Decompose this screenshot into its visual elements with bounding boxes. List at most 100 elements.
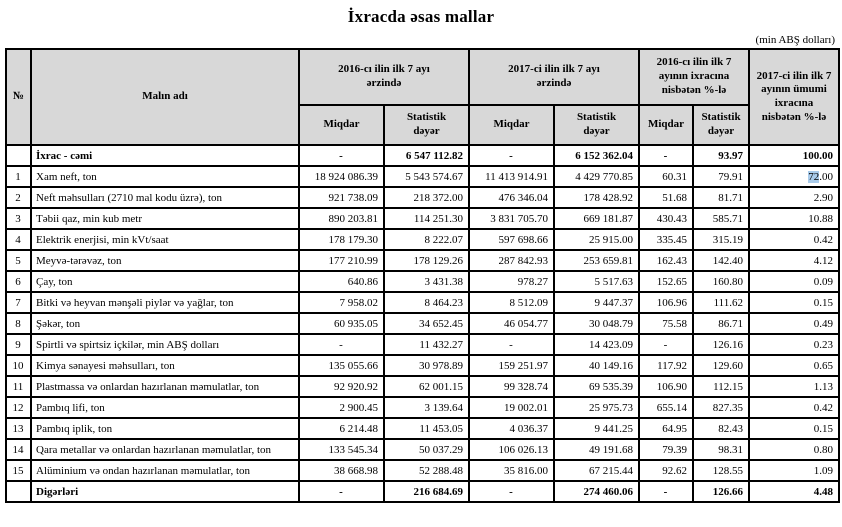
- cell-miqdar-2016: -: [298, 480, 385, 503]
- cell-statistik-ratio: 142.40: [692, 249, 750, 272]
- cell-goods-name: Pambıq lifi, ton: [30, 396, 300, 419]
- cell-miqdar-ratio: 655.14: [638, 396, 694, 419]
- cell-goods-name: Xam neft, ton: [30, 165, 300, 188]
- table-row: 10 Kimya sənayesi məhsulları, ton 135 055.…: [5, 354, 840, 377]
- cell-miqdar-2016: 92 920.92: [298, 375, 385, 398]
- cell-share-2017: 0.15: [748, 291, 840, 314]
- table-row: 7 Bitki və heyvan mənşəli piylər və yağla…: [5, 291, 840, 314]
- cell-statistik-ratio: 128.55: [692, 459, 750, 482]
- table-row: 6 Çay, ton 640.86 3 431.38 978.27 5 517.63 152…: [5, 270, 840, 293]
- cell-miqdar-2017: -: [468, 480, 555, 503]
- table-row: Digərləri -216 684.69-274 460.06-126.66 4.…: [5, 480, 840, 503]
- cell-row-number: 5: [5, 249, 32, 272]
- header-group-2016: 2016-cı ilin ilk 7 ayı ərzində: [298, 48, 470, 106]
- cell-statistik-ratio: 126.66: [692, 480, 750, 503]
- cell-miqdar-ratio: 117.92: [638, 354, 694, 377]
- cell-statistik-ratio: 93.97: [692, 144, 750, 167]
- cell-miqdar-2017: -: [468, 333, 555, 356]
- cell-miqdar-ratio: 92.62: [638, 459, 694, 482]
- cell-miqdar-2016: 640.86: [298, 270, 385, 293]
- cell-miqdar-ratio: 152.65: [638, 270, 694, 293]
- cell-statistik-ratio: 86.71: [692, 312, 750, 335]
- cell-miqdar-2016: 133 545.34: [298, 438, 385, 461]
- cell-statistik-2016: 216 684.69: [383, 480, 470, 503]
- cell-statistik-ratio: 81.71: [692, 186, 750, 209]
- table-row: 11 Plastmassa və onlardan hazırlanan məmu…: [5, 375, 840, 398]
- cell-goods-name: İxrac - cəmi: [30, 144, 300, 167]
- cell-statistik-ratio: 98.31: [692, 438, 750, 461]
- cell-share-2017: 0.42: [748, 228, 840, 251]
- cell-miqdar-ratio: 106.90: [638, 375, 694, 398]
- cell-miqdar-ratio: 106.96: [638, 291, 694, 314]
- cell-goods-name: Çay, ton: [30, 270, 300, 293]
- cell-row-number: 13: [5, 417, 32, 440]
- page-title: İxracda əsas mallar: [347, 7, 495, 26]
- table-row: 14 Qara metallar və onlardan hazırlanan m…: [5, 438, 840, 461]
- cell-statistik-2017: 178 428.92: [553, 186, 640, 209]
- cell-statistik-ratio: 79.91: [692, 165, 750, 188]
- cell-row-number: 4: [5, 228, 32, 251]
- cell-miqdar-ratio: 335.45: [638, 228, 694, 251]
- header-miqdar-ratio: Miqdar: [638, 104, 694, 146]
- cell-share-2017: 0.49: [748, 312, 840, 335]
- cell-goods-name: Kimya sənayesi məhsulları, ton: [30, 354, 300, 377]
- cell-statistik-2016: 62 001.15: [383, 375, 470, 398]
- cell-statistik-ratio: 129.60: [692, 354, 750, 377]
- cell-row-number: 2: [5, 186, 32, 209]
- cell-share-2017: 1.13: [748, 375, 840, 398]
- table-body: İxrac - cəmi -6 547 112.82-6 152 362.04-9…: [5, 144, 840, 503]
- cell-share-2017: 0.42: [748, 396, 840, 419]
- cell-miqdar-2017: 46 054.77: [468, 312, 555, 335]
- cell-miqdar-2016: 18 924 086.39: [298, 165, 385, 188]
- cell-statistik-ratio: 827.35: [692, 396, 750, 419]
- cell-miqdar-2017: 8 512.09: [468, 291, 555, 314]
- cell-statistik-2017: 5 517.63: [553, 270, 640, 293]
- cell-goods-name: Alüminium və ondan hazırlanan məmulatlar…: [30, 459, 300, 482]
- cell-miqdar-2017: 597 698.66: [468, 228, 555, 251]
- cell-row-number: [5, 480, 32, 503]
- cell-share-2017: 100.00: [748, 144, 840, 167]
- cell-miqdar-2016: 890 203.81: [298, 207, 385, 230]
- table-row: 1 Xam neft, ton 18 924 086.39 5 543 574.67 1…: [5, 165, 840, 188]
- cell-statistik-2017: 69 535.39: [553, 375, 640, 398]
- cell-miqdar-ratio: -: [638, 144, 694, 167]
- cell-goods-name: Meyvə-tərəvəz, ton: [30, 249, 300, 272]
- cell-goods-name: Şəkər, ton: [30, 312, 300, 335]
- cell-miqdar-2017: 19 002.01: [468, 396, 555, 419]
- cell-share-2017: 2.90: [748, 186, 840, 209]
- cell-statistik-2016: 114 251.30: [383, 207, 470, 230]
- cell-miqdar-2017: 35 816.00: [468, 459, 555, 482]
- cell-goods-name: Plastmassa və onlardan hazırlanan məmula…: [30, 375, 300, 398]
- cell-miqdar-ratio: 51.68: [638, 186, 694, 209]
- cell-statistik-2017: 274 460.06: [553, 480, 640, 503]
- cell-goods-name: Digərləri: [30, 480, 300, 503]
- cell-share-2017: 0.65: [748, 354, 840, 377]
- cell-miqdar-ratio: -: [638, 333, 694, 356]
- cell-statistik-2016: 52 288.48: [383, 459, 470, 482]
- table-row: 12 Pambıq lifi, ton 2 900.45 3 139.64 19 002…: [5, 396, 840, 419]
- cell-miqdar-ratio: 75.58: [638, 312, 694, 335]
- cell-statistik-ratio: 82.43: [692, 417, 750, 440]
- cell-goods-name: Təbii qaz, min kub metr: [30, 207, 300, 230]
- cell-miqdar-2016: 2 900.45: [298, 396, 385, 419]
- unit-note: (min ABŞ dolları): [755, 34, 835, 46]
- cell-miqdar-2016: 178 179.30: [298, 228, 385, 251]
- cell-statistik-2017: 49 191.68: [553, 438, 640, 461]
- cell-miqdar-2017: 159 251.97: [468, 354, 555, 377]
- cell-statistik-ratio: 111.62: [692, 291, 750, 314]
- cell-row-number: 6: [5, 270, 32, 293]
- cell-miqdar-2016: -: [298, 333, 385, 356]
- cell-miqdar-ratio: 64.95: [638, 417, 694, 440]
- cell-statistik-2017: 14 423.09: [553, 333, 640, 356]
- cell-miqdar-2016: 177 210.99: [298, 249, 385, 272]
- cell-statistik-2016: 11 453.05: [383, 417, 470, 440]
- cell-share-2017: 0.23: [748, 333, 840, 356]
- cell-miqdar-2017: 106 026.13: [468, 438, 555, 461]
- header-statistik-ratio: Statistik dəyər: [692, 104, 750, 146]
- header-miqdar-2017: Miqdar: [468, 104, 555, 146]
- cell-row-number: 14: [5, 438, 32, 461]
- cell-statistik-ratio: 112.15: [692, 375, 750, 398]
- table-row: 9 Spirtli və spirtsiz içkilər, min ABŞ do…: [5, 333, 840, 356]
- cell-statistik-2016: 30 978.89: [383, 354, 470, 377]
- cell-miqdar-ratio: 79.39: [638, 438, 694, 461]
